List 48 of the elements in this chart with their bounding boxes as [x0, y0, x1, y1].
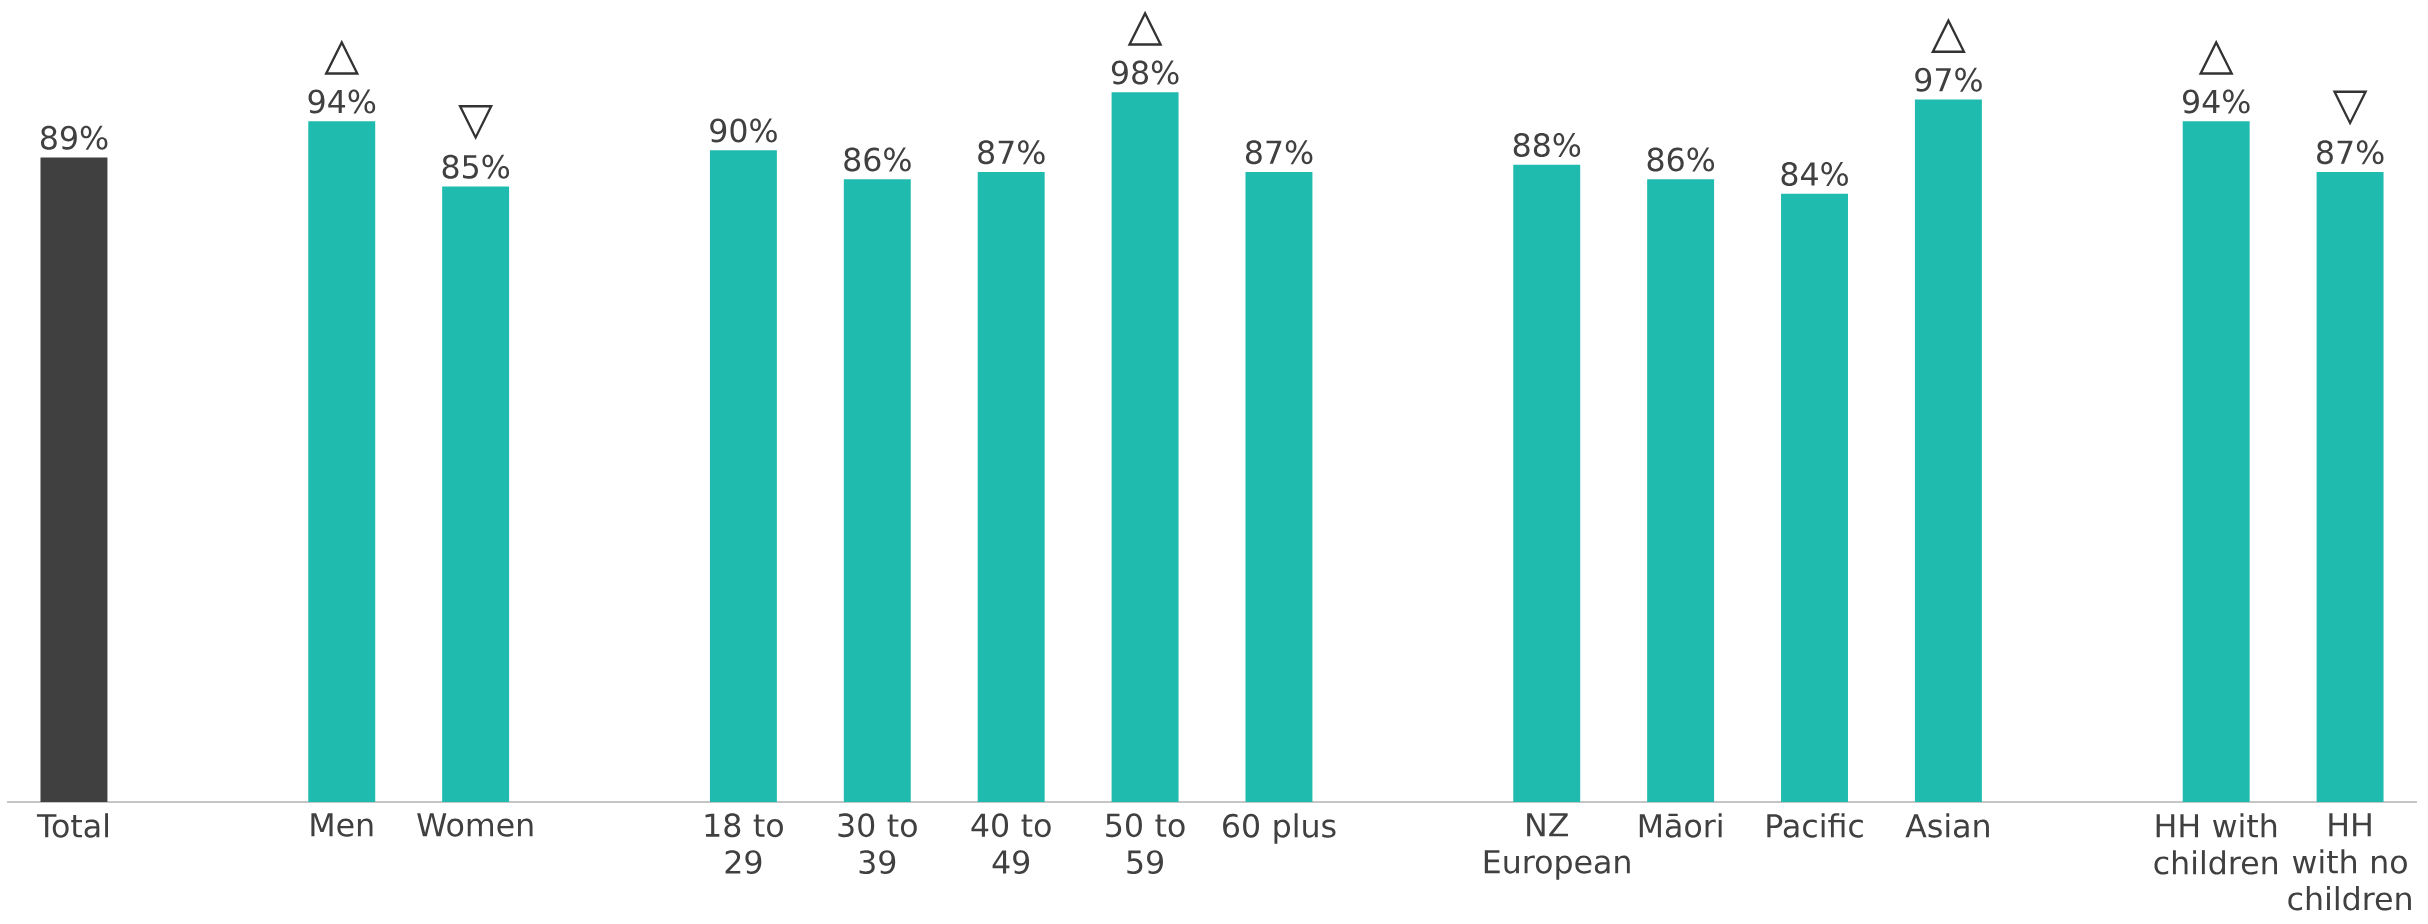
- data-label: 86%: [1647, 147, 1715, 172]
- annotation: △: [2198, 39, 2234, 75]
- annotation: △: [1127, 10, 1163, 46]
- x-tick-label: HH with children: [2154, 813, 2277, 875]
- x-tick-label: 30 to 39: [838, 813, 917, 875]
- data-label: 86%: [844, 147, 911, 172]
- x-tick-label: 60 plus: [1223, 813, 1336, 844]
- data-label: 84%: [1781, 161, 1848, 186]
- x-tick-label: NZ European: [1484, 813, 1630, 880]
- bar: [40, 157, 108, 802]
- data-label: 85%: [442, 154, 510, 179]
- data-label: 89%: [40, 125, 108, 150]
- x-tick-label: 18 to 29: [705, 813, 783, 875]
- annotation: △: [1930, 18, 1966, 54]
- x-tick-label: Total: [36, 813, 108, 838]
- x-tick-label: HH with no children: [2288, 813, 2411, 911]
- bar: [2316, 171, 2384, 802]
- annotation: △: [324, 39, 360, 75]
- annotation: ▽: [2332, 90, 2368, 126]
- bar: [308, 121, 376, 802]
- annotation: ▽: [458, 105, 494, 141]
- x-tick-label: Women: [417, 813, 533, 837]
- bar: [843, 179, 911, 802]
- x-tick-label: Pacific: [1767, 813, 1863, 838]
- data-label: 87%: [1245, 140, 1313, 165]
- x-tick-label: Māori: [1639, 813, 1722, 838]
- bar: [1914, 99, 1982, 802]
- bar: [2182, 121, 2250, 802]
- bar: [442, 186, 510, 802]
- x-tick-label: 50 to 59: [1106, 813, 1185, 875]
- bar: [1513, 164, 1581, 802]
- data-label: 87%: [2317, 140, 2384, 165]
- bar: [977, 171, 1045, 802]
- data-label: 94%: [2183, 89, 2250, 114]
- data-label: 88%: [1513, 133, 1581, 157]
- x-tick-label: Men: [311, 813, 373, 837]
- x-tick-label: 40 to 49: [971, 813, 1051, 875]
- bar: [1781, 193, 1848, 802]
- data-label: 94%: [308, 89, 376, 114]
- bar: [1111, 92, 1179, 802]
- data-label: 90%: [710, 118, 777, 143]
- bar: [709, 150, 777, 802]
- bar: [1245, 171, 1313, 802]
- bar: [1647, 179, 1715, 802]
- data-label: 98%: [1111, 60, 1179, 85]
- data-label: 97%: [1915, 67, 1982, 92]
- data-label: 87%: [978, 140, 1045, 165]
- x-tick-label: Asian: [1905, 813, 1989, 838]
